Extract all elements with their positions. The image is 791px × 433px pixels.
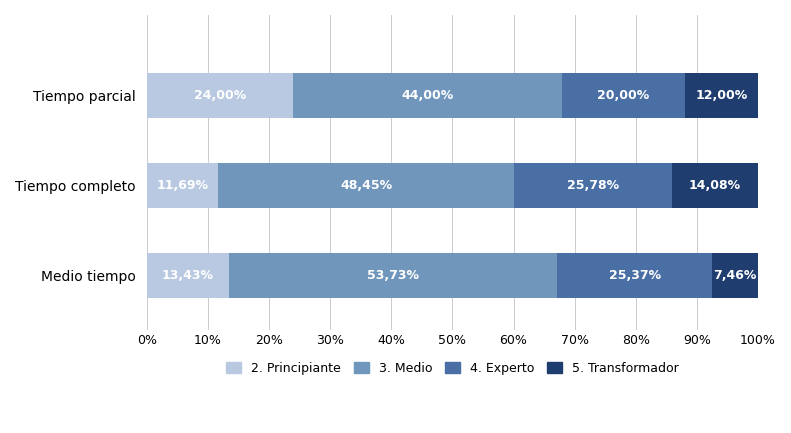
Text: 25,37%: 25,37% <box>609 269 661 282</box>
Bar <box>218 163 514 208</box>
Bar <box>713 253 758 298</box>
Bar <box>147 163 218 208</box>
Text: 24,00%: 24,00% <box>194 89 246 102</box>
Text: 48,45%: 48,45% <box>340 179 392 192</box>
Bar <box>293 74 562 118</box>
Text: 12,00%: 12,00% <box>695 89 747 102</box>
Text: 14,08%: 14,08% <box>689 179 741 192</box>
Text: 25,78%: 25,78% <box>567 179 619 192</box>
Bar <box>147 253 229 298</box>
Bar <box>685 74 758 118</box>
Bar <box>558 253 713 298</box>
Text: 44,00%: 44,00% <box>402 89 454 102</box>
Text: 11,69%: 11,69% <box>157 179 209 192</box>
Bar <box>562 74 685 118</box>
Bar <box>514 163 672 208</box>
Bar <box>672 163 758 208</box>
Text: 53,73%: 53,73% <box>367 269 419 282</box>
Legend: 2. Principiante, 3. Medio, 4. Experto, 5. Transformador: 2. Principiante, 3. Medio, 4. Experto, 5… <box>221 357 683 380</box>
Bar <box>147 74 293 118</box>
Text: 20,00%: 20,00% <box>597 89 649 102</box>
Text: 13,43%: 13,43% <box>162 269 214 282</box>
Text: 7,46%: 7,46% <box>713 269 757 282</box>
Bar <box>229 253 558 298</box>
